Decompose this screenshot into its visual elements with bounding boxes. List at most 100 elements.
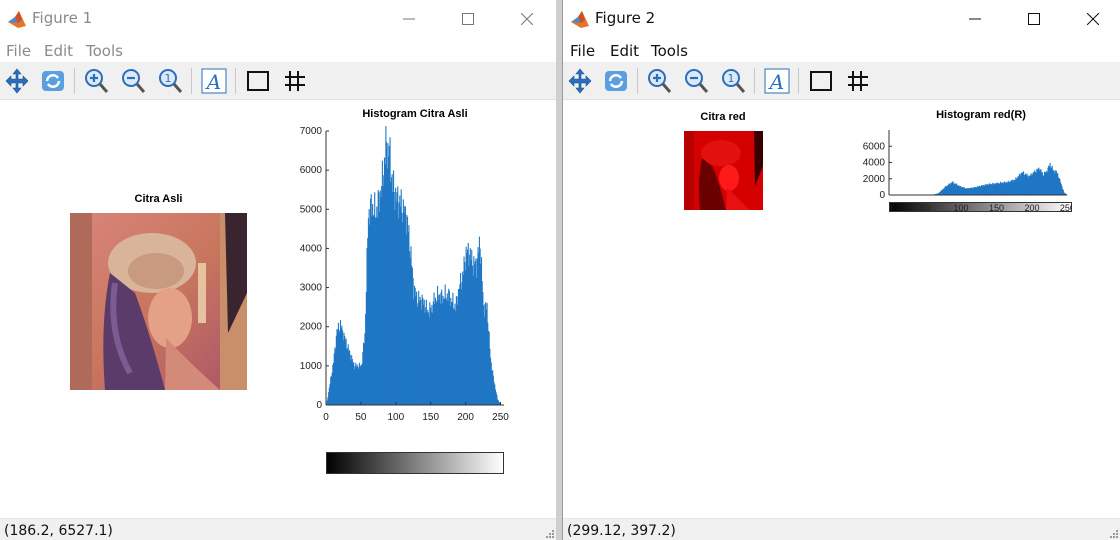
title-bar[interactable]: Figure 1 (0, 0, 556, 38)
close-button[interactable] (1070, 0, 1116, 38)
histogram-bar (462, 274, 464, 405)
histogram-axes[interactable]: 0 2000 4000 6000 (853, 126, 1073, 206)
title-bar[interactable]: Figure 2 (563, 0, 1120, 38)
histogram-bar (946, 185, 949, 195)
pan-button[interactable] (2, 66, 32, 96)
histogram-bar (1054, 173, 1056, 195)
histogram-bar (1024, 174, 1026, 195)
histogram-bar (365, 313, 367, 405)
histogram-bar (350, 360, 352, 405)
insert-text-icon: A (201, 68, 227, 94)
histogram-bar (367, 218, 369, 405)
histogram-bar (970, 188, 972, 195)
histogram-bar (345, 338, 347, 405)
histogram-bar (950, 182, 952, 195)
figure-canvas[interactable]: Citra Asli Histogram (0, 100, 556, 518)
histogram-bar (966, 188, 968, 195)
maximize-button[interactable] (1011, 0, 1057, 38)
figure-canvas[interactable]: Citra red Histogram red(R) 0 2000 4000 6000… (563, 100, 1120, 518)
histogram-bar (337, 329, 339, 405)
histogram-bar (1064, 193, 1066, 195)
minimize-button[interactable] (386, 0, 432, 38)
histogram-bar (476, 277, 478, 405)
histogram-bar (1006, 182, 1008, 195)
menu-tools[interactable]: Tools (651, 42, 688, 60)
resize-grip-icon[interactable] (544, 528, 554, 538)
histogram-bar (386, 168, 388, 405)
rotate-button[interactable] (601, 66, 631, 96)
histogram-bar (997, 183, 999, 195)
zoom-reset-button[interactable]: 1 (718, 66, 748, 96)
histogram-bar (413, 285, 416, 405)
x-tick-label: 50 (920, 203, 930, 212)
insert-rectangle-button[interactable] (243, 66, 273, 96)
menu-edit[interactable]: Edit (610, 42, 640, 60)
x-tick-label: 100 (953, 203, 968, 212)
histogram-bar (1059, 178, 1061, 195)
pan-button[interactable] (565, 66, 595, 96)
histogram-bar (395, 201, 397, 405)
maximize-button[interactable] (445, 0, 491, 38)
minimize-button[interactable] (952, 0, 998, 38)
menu-file[interactable]: File (6, 42, 32, 60)
zoom-reset-button[interactable]: 1 (155, 66, 185, 96)
menu-edit[interactable]: Edit (44, 42, 74, 60)
histogram-bar (1001, 183, 1003, 195)
close-icon (1087, 13, 1099, 25)
zoom-reset-icon: 1 (722, 69, 746, 93)
histogram-bar (981, 185, 983, 195)
histogram-bar (1004, 181, 1006, 195)
histogram-bar (429, 302, 431, 405)
histogram-bar (972, 188, 974, 195)
menu-file[interactable]: File (570, 42, 596, 60)
zoom-out-button[interactable] (681, 66, 711, 96)
resize-grip-icon[interactable] (1108, 528, 1118, 538)
grid-button[interactable] (843, 66, 873, 96)
histogram-bar (974, 186, 976, 195)
zoom-in-button[interactable] (644, 66, 674, 96)
histogram-bar (1025, 175, 1027, 195)
histogram-bar (986, 184, 988, 195)
histogram-bar (497, 399, 499, 405)
histogram-bar (351, 355, 353, 405)
histogram-bar (998, 183, 1000, 195)
menu-tools[interactable]: Tools (86, 42, 123, 60)
histogram-bar (485, 302, 487, 405)
close-button[interactable] (504, 0, 550, 38)
histogram-bar (405, 234, 407, 405)
histogram-bar (379, 190, 381, 405)
histogram-bar (392, 192, 394, 405)
histogram-bar (1003, 181, 1005, 195)
insert-rectangle-button[interactable] (806, 66, 836, 96)
zoom-in-button[interactable] (81, 66, 111, 96)
grid-button[interactable] (280, 66, 310, 96)
histogram-bar (354, 366, 356, 405)
toolbar-separator (74, 68, 75, 94)
zoom-out-button[interactable] (118, 66, 148, 96)
y-tick-label: 0 (879, 190, 885, 201)
histogram-bar (967, 188, 969, 195)
histogram-bar (452, 292, 454, 405)
svg-text:1: 1 (728, 72, 735, 85)
histogram-axes[interactable]: 0 1000 2000 3000 4000 5000 6000 7000 0 50 100 150 20… (290, 124, 530, 424)
window-title: Figure 2 (595, 9, 656, 27)
histogram-bar (337, 322, 339, 405)
histogram-bar (331, 372, 333, 405)
histogram-bar (968, 188, 970, 195)
histogram-bar (330, 376, 332, 405)
histogram-bar (499, 402, 501, 405)
histogram-bar (940, 190, 942, 195)
histogram-bar (397, 218, 399, 405)
histogram-bar (438, 300, 440, 405)
histogram-plot: 0 1000 2000 3000 4000 5000 6000 7000 0 50 100 150 20… (300, 126, 510, 423)
insert-text-button[interactable]: A (199, 66, 229, 96)
rotate-button[interactable] (38, 66, 68, 96)
histogram-bar (339, 330, 341, 405)
y-tick-label: 1000 (300, 361, 323, 372)
insert-text-button[interactable]: A (762, 66, 792, 96)
histogram-bar (941, 189, 943, 195)
histogram-bar (416, 306, 418, 405)
histogram-bar (1039, 169, 1041, 195)
toolbar-separator (235, 68, 236, 94)
